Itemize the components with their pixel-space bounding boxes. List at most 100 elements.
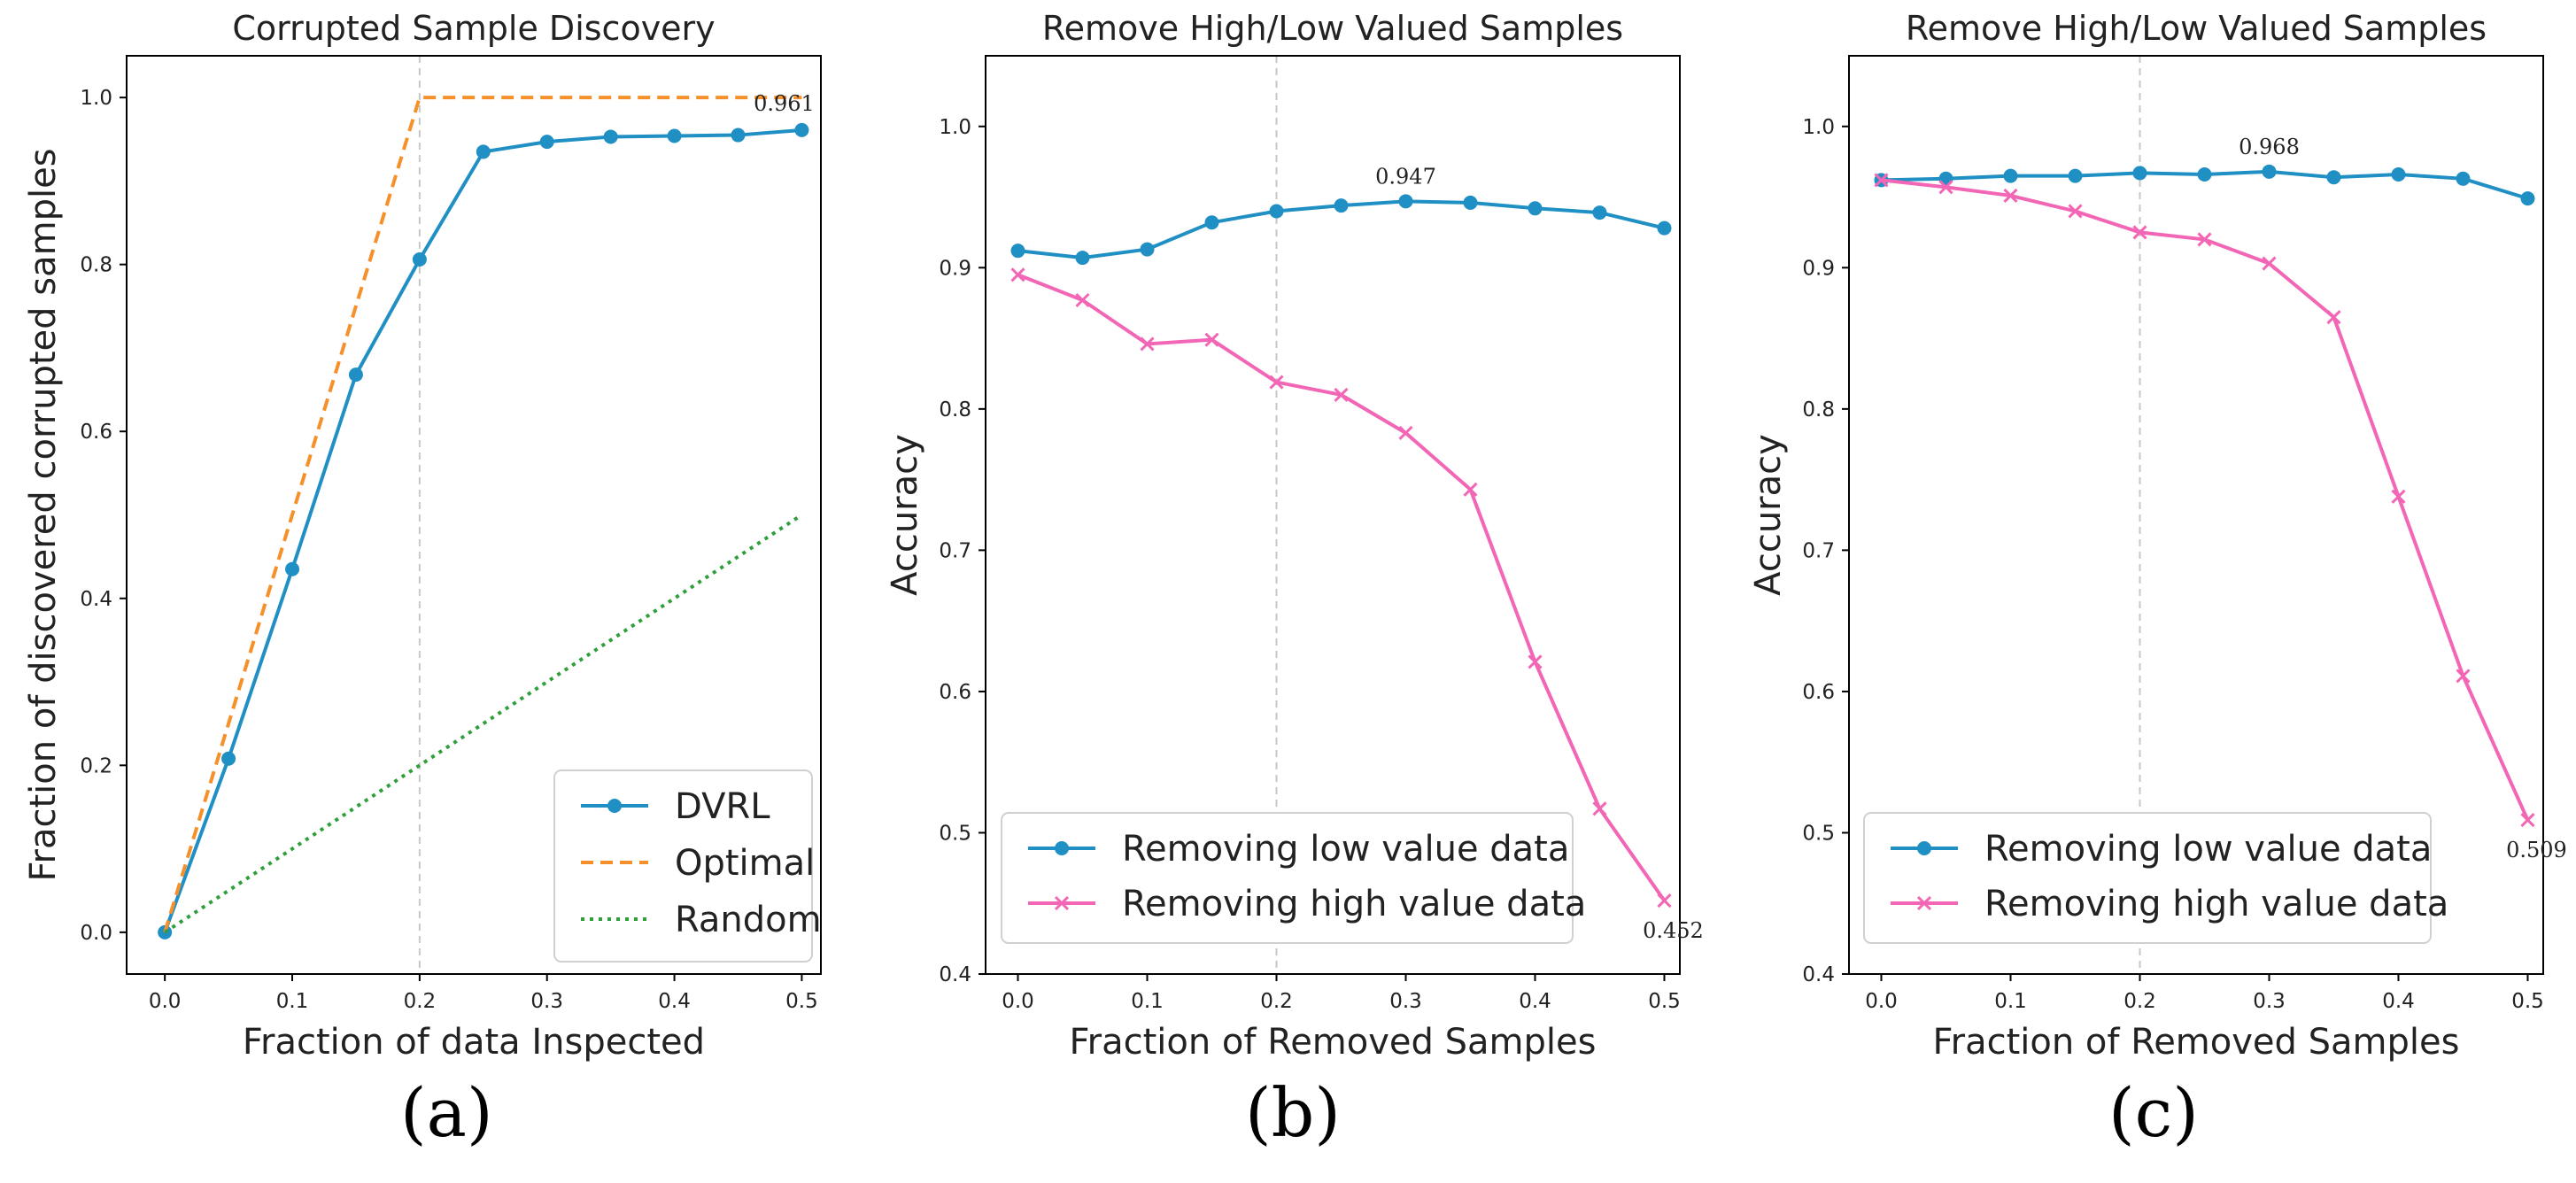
legend-label: Optimal: [675, 843, 815, 884]
legend-label: DVRL: [675, 786, 770, 827]
x-tick-label: 0.4: [658, 990, 691, 1013]
x-tick-label: 0.4: [2382, 990, 2415, 1013]
legend-label: Removing high value data: [1122, 884, 1586, 924]
data-point: [1140, 242, 1155, 257]
data-point: [2456, 669, 2471, 684]
y-tick-label: 0.6: [939, 681, 971, 704]
x-tick-label: 0.5: [1648, 990, 1681, 1013]
data-point: [794, 122, 809, 137]
data-point: [2520, 813, 2535, 828]
data-point: [731, 128, 746, 143]
data-point: [1140, 336, 1155, 352]
data-point: [2003, 168, 2018, 183]
data-point: [2068, 204, 2083, 219]
data-point: [1204, 215, 1219, 230]
data-point: [1874, 173, 1889, 188]
y-tick-label: 0.9: [1802, 257, 1835, 280]
x-tick-label: 0.1: [276, 990, 309, 1013]
x-tick-label: 0.1: [1994, 990, 2027, 1013]
legend-label: Random: [675, 900, 822, 940]
data-point: [2132, 225, 2147, 240]
x-tick-label: 0.3: [2253, 990, 2286, 1013]
x-tick-label: 0.2: [2123, 990, 2156, 1013]
chart-panel-0: 0.0 0.1 0.2 0.3 0.4 0.5 0.0 0.2 0.4 0.6 0.8 1.0 Corr…: [23, 9, 822, 1063]
data-point: [1075, 292, 1090, 308]
x-tick-label: 0.2: [1260, 990, 1293, 1013]
data-label: 0.961: [754, 91, 815, 116]
x-tick-label: 0.0: [1865, 990, 1898, 1013]
data-point: [2003, 188, 2018, 204]
y-tick-label: 0.5: [1802, 822, 1835, 845]
data-point: [1592, 205, 1607, 220]
y-tick-label: 1.0: [1802, 116, 1835, 139]
data-point: [2197, 167, 2212, 182]
y-tick-label: 0.4: [80, 588, 112, 611]
chart-title: Remove High/Low Valued Samples: [1042, 9, 1623, 48]
x-tick-label: 0.5: [2511, 990, 2544, 1013]
y-tick-label: 0.8: [80, 254, 112, 277]
y-tick-label: 0.8: [939, 398, 971, 421]
data-point: [1398, 194, 1413, 209]
x-tick-label: 0.0: [1002, 990, 1034, 1013]
legend-marker: [1916, 895, 1932, 911]
data-label: 0.452: [1643, 918, 1704, 943]
data-point: [1463, 195, 1478, 210]
y-tick-label: 0.6: [80, 421, 112, 444]
data-point: [412, 252, 427, 267]
data-point: [1463, 482, 1478, 497]
data-point: [1010, 244, 1025, 259]
axes-frame: [985, 55, 1681, 975]
x-tick-label: 0.5: [785, 990, 818, 1013]
y-axis-label: Accuracy: [1748, 434, 1789, 596]
data-point: [1938, 180, 1953, 195]
data-point: [2456, 171, 2471, 186]
y-tick-label: 0.4: [939, 963, 971, 986]
series-line-1: [1017, 273, 1667, 902]
x-axis-label: Fraction of Removed Samples: [1933, 1022, 2460, 1063]
y-tick-label: 0.8: [1802, 398, 1835, 421]
data-point: [1269, 375, 1284, 390]
data-point: [1528, 201, 1543, 216]
series-line-1: [1881, 178, 2530, 821]
legend-box: [1863, 812, 2432, 944]
data-point: [1592, 801, 1607, 816]
data-point: [476, 144, 491, 159]
y-tick-label: 1.0: [80, 87, 112, 110]
x-tick-label: 0.2: [404, 990, 437, 1013]
data-point: [2326, 310, 2341, 325]
x-axis-label: Fraction of Removed Samples: [1070, 1022, 1597, 1063]
data-point: [1528, 654, 1543, 669]
axes-frame: [126, 55, 822, 975]
data-point: [2262, 256, 2277, 271]
y-tick-label: 1.0: [939, 116, 971, 139]
y-axis-label: Accuracy: [885, 434, 925, 596]
data-point: [1204, 332, 1219, 347]
data-point: [2197, 232, 2212, 247]
data-point: [348, 367, 363, 383]
y-tick-label: 0.4: [1802, 963, 1835, 986]
legend-label: Removing low value data: [1984, 829, 2432, 870]
y-tick-label: 0.6: [1802, 681, 1835, 704]
panel-label-a: (a): [400, 1073, 493, 1152]
chart-title: Corrupted Sample Discovery: [232, 9, 715, 48]
data-point: [2391, 489, 2406, 504]
data-point: [1269, 204, 1284, 219]
x-axis-label: Fraction of data Inspected: [243, 1022, 705, 1063]
y-tick-label: 0.0: [80, 922, 112, 945]
legend-label: Removing high value data: [1984, 884, 2448, 924]
y-tick-label: 0.7: [939, 539, 971, 562]
x-tick-label: 0.1: [1131, 990, 1164, 1013]
data-point: [1398, 425, 1413, 441]
axes-frame: [1848, 55, 2544, 975]
data-point: [539, 135, 554, 150]
x-tick-label: 0.4: [1519, 990, 1551, 1013]
legend-box: [553, 769, 813, 963]
panel-label-c: (c): [2108, 1073, 2199, 1152]
data-point: [1010, 267, 1025, 282]
chart-panel-2: 0.0 0.1 0.2 0.3 0.4 0.5 0.4 0.5 0.6 0.7 0.8 0.9 1.0 R…: [1748, 9, 2567, 1063]
panel-label-b: (b): [1245, 1073, 1341, 1152]
data-point: [2520, 191, 2535, 206]
data-point: [1334, 387, 1349, 402]
